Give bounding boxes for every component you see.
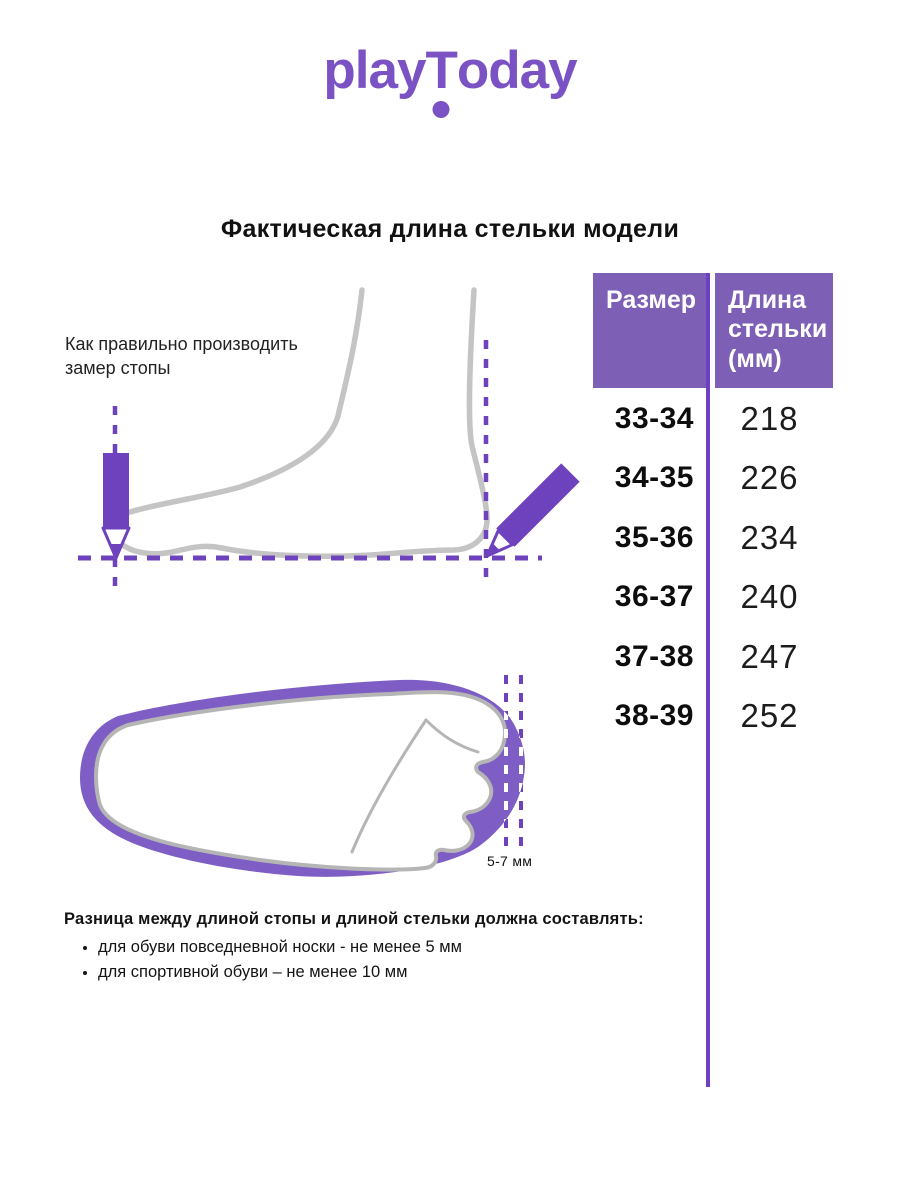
size-table: Размер Длина стельки (мм) 33-34 218 34-3… <box>593 273 838 1087</box>
table-row: 35-36 234 <box>593 508 838 568</box>
size-cell: 37-38 <box>614 639 694 673</box>
table-row: 38-39 252 <box>593 687 838 747</box>
size-cell: 35-36 <box>614 520 694 554</box>
pencil-vertical-icon <box>101 453 131 560</box>
toe-gap-lines <box>504 675 523 855</box>
pencil-angled-icon <box>485 463 580 558</box>
logo-text-play: play <box>323 41 426 100</box>
foot-outline <box>110 287 490 559</box>
length-cell: 218 <box>740 399 799 437</box>
table-row: 33-34 218 <box>593 389 838 449</box>
length-cell: 234 <box>740 518 799 556</box>
length-cell: 247 <box>740 637 799 675</box>
page-title: Фактическая длина стельки модели <box>220 215 680 243</box>
footprint-arch-line <box>350 718 428 854</box>
footnote-item: для спортивной обуви – не менее 10 мм <box>98 961 684 983</box>
insole-footprint-diagram <box>80 675 525 877</box>
measure-instruction-label: Как правильно производить замер стопы <box>65 334 298 379</box>
logo-text-oday: oday <box>456 41 578 100</box>
size-cell: 36-37 <box>614 580 694 614</box>
gap-size-label: 5-7 мм <box>487 853 533 869</box>
footprint-shape <box>94 690 508 872</box>
footnote-list: для обуви повседневной носки - не менее … <box>64 936 684 984</box>
column-header-insole-length: Длина стельки (мм) <box>715 273 833 388</box>
brand-logo: playToday <box>0 44 900 97</box>
length-cell: 226 <box>740 459 799 497</box>
footnote: Разница между длиной стопы и длиной стел… <box>64 910 684 987</box>
logo-letter-t-with-dot: T <box>425 41 457 100</box>
length-cell: 252 <box>740 697 799 735</box>
footprint-toe-line <box>424 718 480 754</box>
table-header-row: Размер Длина стельки (мм) <box>593 273 838 388</box>
footnote-item: для обуви повседневной носки - не менее … <box>98 936 684 958</box>
foot-side-measure-diagram <box>78 287 580 586</box>
size-cell: 38-39 <box>614 699 694 733</box>
column-header-size: Размер <box>593 273 710 388</box>
footnote-title: Разница между длиной стопы и длиной стел… <box>64 910 644 928</box>
table-row: 37-38 247 <box>593 627 838 687</box>
size-cell: 33-34 <box>614 401 694 435</box>
length-cell: 240 <box>740 578 799 616</box>
table-row: 34-35 226 <box>593 449 838 509</box>
table-row: 36-37 240 <box>593 568 838 628</box>
table-column-divider <box>706 273 710 1087</box>
table-body: 33-34 218 34-35 226 35-36 234 36-37 240 … <box>593 388 838 746</box>
size-cell: 34-35 <box>614 461 694 495</box>
